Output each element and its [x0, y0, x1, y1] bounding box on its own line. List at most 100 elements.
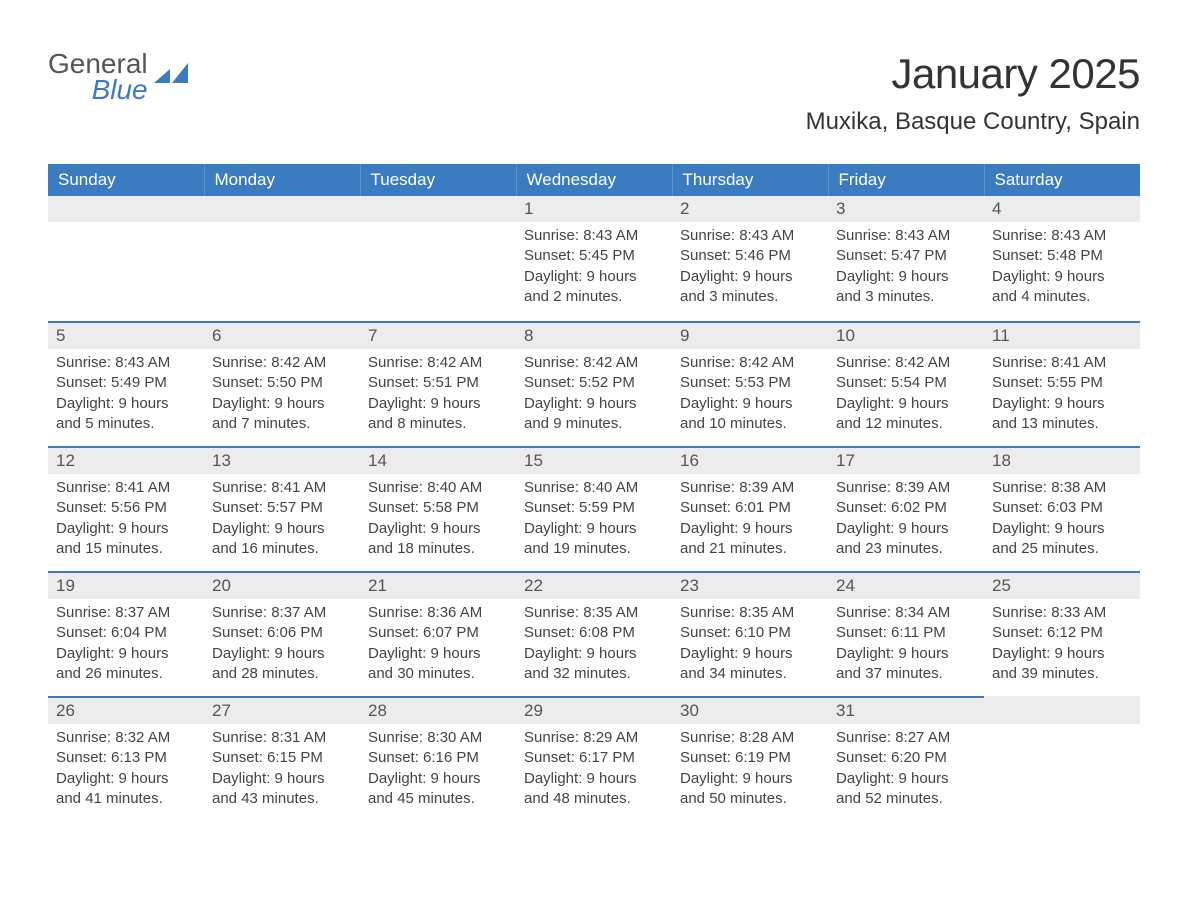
day-body: Sunrise: 8:42 AMSunset: 5:52 PMDaylight:… — [516, 349, 672, 442]
calendar-cell: 11Sunrise: 8:41 AMSunset: 5:55 PMDayligh… — [984, 321, 1140, 446]
calendar-cell: 17Sunrise: 8:39 AMSunset: 6:02 PMDayligh… — [828, 446, 984, 571]
calendar-cell: 22Sunrise: 8:35 AMSunset: 6:08 PMDayligh… — [516, 571, 672, 696]
calendar-cell: 5Sunrise: 8:43 AMSunset: 5:49 PMDaylight… — [48, 321, 204, 446]
sunset-line: Sunset: 6:15 PM — [212, 748, 352, 768]
day-body: Sunrise: 8:41 AMSunset: 5:55 PMDaylight:… — [984, 349, 1140, 442]
sunset-line: Sunset: 6:17 PM — [524, 748, 664, 768]
sunrise-line: Sunrise: 8:42 AM — [368, 353, 508, 373]
daylight-line: Daylight: 9 hours and 34 minutes. — [680, 644, 820, 685]
sunset-line: Sunset: 5:46 PM — [680, 246, 820, 266]
sunset-line: Sunset: 5:58 PM — [368, 498, 508, 518]
daylight-line: Daylight: 9 hours and 48 minutes. — [524, 769, 664, 810]
calendar-cell: 20Sunrise: 8:37 AMSunset: 6:06 PMDayligh… — [204, 571, 360, 696]
sunrise-line: Sunrise: 8:40 AM — [368, 478, 508, 498]
sunrise-line: Sunrise: 8:33 AM — [992, 603, 1132, 623]
daylight-line: Daylight: 9 hours and 3 minutes. — [836, 267, 976, 308]
daylight-line: Daylight: 9 hours and 13 minutes. — [992, 394, 1132, 435]
sunrise-line: Sunrise: 8:41 AM — [992, 353, 1132, 373]
daylight-line: Daylight: 9 hours and 8 minutes. — [368, 394, 508, 435]
day-body: Sunrise: 8:39 AMSunset: 6:01 PMDaylight:… — [672, 474, 828, 567]
day-number: 19 — [48, 571, 204, 599]
sunrise-line: Sunrise: 8:43 AM — [992, 226, 1132, 246]
sunrise-line: Sunrise: 8:36 AM — [368, 603, 508, 623]
sunrise-line: Sunrise: 8:31 AM — [212, 728, 352, 748]
day-body: Sunrise: 8:43 AMSunset: 5:48 PMDaylight:… — [984, 222, 1140, 315]
sunset-line: Sunset: 6:02 PM — [836, 498, 976, 518]
sunset-line: Sunset: 6:03 PM — [992, 498, 1132, 518]
daylight-line: Daylight: 9 hours and 9 minutes. — [524, 394, 664, 435]
sunrise-line: Sunrise: 8:41 AM — [212, 478, 352, 498]
calendar-week: 5Sunrise: 8:43 AMSunset: 5:49 PMDaylight… — [48, 321, 1140, 446]
day-body: Sunrise: 8:35 AMSunset: 6:10 PMDaylight:… — [672, 599, 828, 692]
daylight-line: Daylight: 9 hours and 43 minutes. — [212, 769, 352, 810]
daylight-line: Daylight: 9 hours and 26 minutes. — [56, 644, 196, 685]
sunrise-line: Sunrise: 8:43 AM — [56, 353, 196, 373]
calendar-cell: 3Sunrise: 8:43 AMSunset: 5:47 PMDaylight… — [828, 196, 984, 321]
sunrise-line: Sunrise: 8:39 AM — [680, 478, 820, 498]
sunset-line: Sunset: 6:11 PM — [836, 623, 976, 643]
sunset-line: Sunset: 5:55 PM — [992, 373, 1132, 393]
day-number: 18 — [984, 446, 1140, 474]
day-body: Sunrise: 8:30 AMSunset: 6:16 PMDaylight:… — [360, 724, 516, 817]
day-body: Sunrise: 8:41 AMSunset: 5:56 PMDaylight:… — [48, 474, 204, 567]
sunset-line: Sunset: 5:52 PM — [524, 373, 664, 393]
calendar-cell: 4Sunrise: 8:43 AMSunset: 5:48 PMDaylight… — [984, 196, 1140, 321]
calendar-cell: 31Sunrise: 8:27 AMSunset: 6:20 PMDayligh… — [828, 696, 984, 821]
sunrise-line: Sunrise: 8:43 AM — [524, 226, 664, 246]
day-number: 31 — [828, 696, 984, 724]
calendar-cell: 16Sunrise: 8:39 AMSunset: 6:01 PMDayligh… — [672, 446, 828, 571]
day-body: Sunrise: 8:43 AMSunset: 5:49 PMDaylight:… — [48, 349, 204, 442]
calendar-cell: 25Sunrise: 8:33 AMSunset: 6:12 PMDayligh… — [984, 571, 1140, 696]
day-number: 2 — [672, 196, 828, 222]
sunset-line: Sunset: 5:48 PM — [992, 246, 1132, 266]
weekday-header: Monday — [204, 164, 360, 196]
sunset-line: Sunset: 6:07 PM — [368, 623, 508, 643]
sunrise-line: Sunrise: 8:28 AM — [680, 728, 820, 748]
day-number: 1 — [516, 196, 672, 222]
day-number: 24 — [828, 571, 984, 599]
sunrise-line: Sunrise: 8:38 AM — [992, 478, 1132, 498]
sunrise-line: Sunrise: 8:35 AM — [680, 603, 820, 623]
daylight-line: Daylight: 9 hours and 3 minutes. — [680, 267, 820, 308]
day-number: 11 — [984, 321, 1140, 349]
sunrise-line: Sunrise: 8:43 AM — [836, 226, 976, 246]
sunset-line: Sunset: 6:20 PM — [836, 748, 976, 768]
day-body: Sunrise: 8:42 AMSunset: 5:50 PMDaylight:… — [204, 349, 360, 442]
sunrise-line: Sunrise: 8:29 AM — [524, 728, 664, 748]
day-body: Sunrise: 8:29 AMSunset: 6:17 PMDaylight:… — [516, 724, 672, 817]
calendar-cell — [360, 196, 516, 321]
sunset-line: Sunset: 6:10 PM — [680, 623, 820, 643]
sunrise-line: Sunrise: 8:37 AM — [212, 603, 352, 623]
calendar-cell: 6Sunrise: 8:42 AMSunset: 5:50 PMDaylight… — [204, 321, 360, 446]
sunset-line: Sunset: 5:59 PM — [524, 498, 664, 518]
logo-text: General Blue — [48, 50, 148, 104]
daylight-line: Daylight: 9 hours and 45 minutes. — [368, 769, 508, 810]
calendar-cell: 15Sunrise: 8:40 AMSunset: 5:59 PMDayligh… — [516, 446, 672, 571]
day-number: 28 — [360, 696, 516, 724]
calendar-cell: 27Sunrise: 8:31 AMSunset: 6:15 PMDayligh… — [204, 696, 360, 821]
weekday-header: Thursday — [672, 164, 828, 196]
day-body: Sunrise: 8:43 AMSunset: 5:47 PMDaylight:… — [828, 222, 984, 315]
sunrise-line: Sunrise: 8:39 AM — [836, 478, 976, 498]
day-body: Sunrise: 8:43 AMSunset: 5:45 PMDaylight:… — [516, 222, 672, 315]
calendar-cell — [48, 196, 204, 321]
day-number: 9 — [672, 321, 828, 349]
calendar-cell: 12Sunrise: 8:41 AMSunset: 5:56 PMDayligh… — [48, 446, 204, 571]
page-subtitle: Muxika, Basque Country, Spain — [806, 108, 1140, 136]
day-number: 8 — [516, 321, 672, 349]
weekday-header: Tuesday — [360, 164, 516, 196]
sunset-line: Sunset: 6:01 PM — [680, 498, 820, 518]
header: General Blue January 2025 Muxika, Basque… — [48, 50, 1140, 136]
calendar-cell: 24Sunrise: 8:34 AMSunset: 6:11 PMDayligh… — [828, 571, 984, 696]
sunset-line: Sunset: 6:19 PM — [680, 748, 820, 768]
sunrise-line: Sunrise: 8:42 AM — [524, 353, 664, 373]
day-number: 13 — [204, 446, 360, 474]
sunset-line: Sunset: 5:49 PM — [56, 373, 196, 393]
sunrise-line: Sunrise: 8:27 AM — [836, 728, 976, 748]
day-number: 15 — [516, 446, 672, 474]
daylight-line: Daylight: 9 hours and 28 minutes. — [212, 644, 352, 685]
daylight-line: Daylight: 9 hours and 41 minutes. — [56, 769, 196, 810]
day-body: Sunrise: 8:36 AMSunset: 6:07 PMDaylight:… — [360, 599, 516, 692]
calendar-cell: 29Sunrise: 8:29 AMSunset: 6:17 PMDayligh… — [516, 696, 672, 821]
day-body: Sunrise: 8:37 AMSunset: 6:04 PMDaylight:… — [48, 599, 204, 692]
